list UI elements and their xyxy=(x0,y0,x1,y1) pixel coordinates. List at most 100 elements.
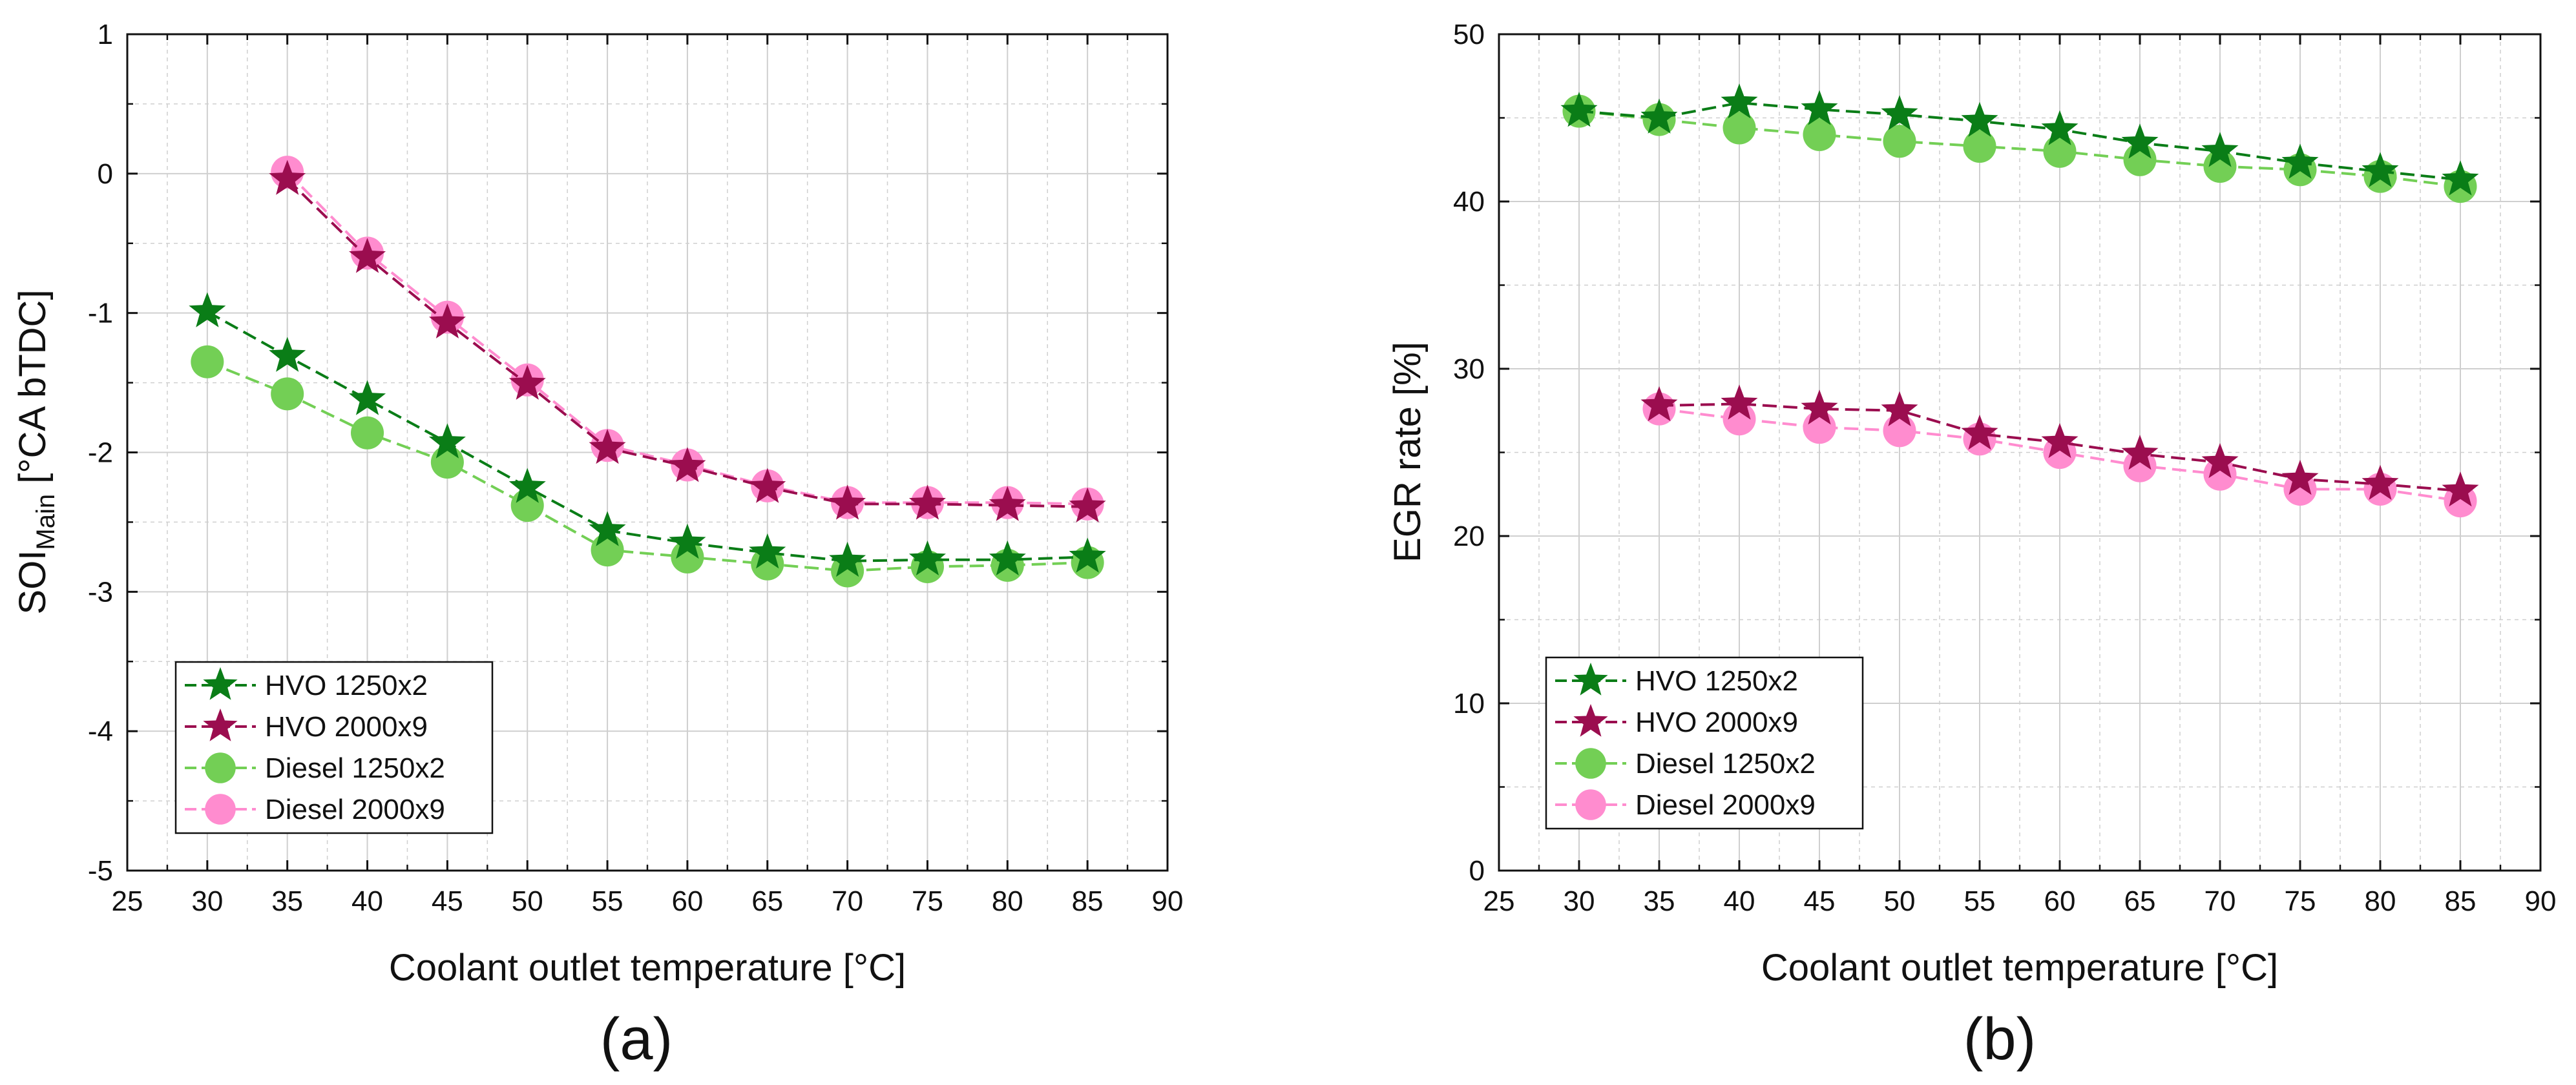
data-point-hvo_2000x9 xyxy=(269,160,306,195)
x-tick-label: 60 xyxy=(2044,885,2076,917)
y-tick-label: 40 xyxy=(1453,186,1485,218)
legend-marker-diesel_2000x9 xyxy=(205,794,236,825)
x-tick-label: 75 xyxy=(2285,885,2316,917)
x-tick-label: 90 xyxy=(2525,885,2557,917)
y-tick-label: -2 xyxy=(88,437,113,469)
data-point-hvo_2000x9 xyxy=(908,484,946,520)
data-point-diesel_2000x9 xyxy=(2203,457,2237,491)
legend-label-hvo_2000x9: HVO 2000x9 xyxy=(265,711,428,743)
data-point-hvo_1250x2 xyxy=(2361,152,2399,187)
y-axis-title-sub-a: Main xyxy=(32,494,60,550)
x-tick-label: 90 xyxy=(1152,885,1184,917)
x-tick-label: 85 xyxy=(2445,885,2477,917)
data-point-hvo_1250x2 xyxy=(2121,123,2159,159)
data-point-diesel_1250x2 xyxy=(351,416,384,450)
x-tick-label: 55 xyxy=(1964,885,1996,917)
data-point-diesel_1250x2 xyxy=(271,377,304,411)
data-point-diesel_1250x2 xyxy=(1723,111,1756,145)
data-point-hvo_1250x2 xyxy=(1801,90,1838,125)
data-point-hvo_1250x2 xyxy=(2442,160,2479,196)
data-point-hvo_1250x2 xyxy=(908,540,946,575)
data-point-hvo_1250x2 xyxy=(1069,537,1106,573)
ticks-a: 25 30 35 40 45 50 55 60 65 70 75 80 85 90 -5 -4 -3 -2 -1 0 1 xyxy=(88,19,1184,917)
data-point-diesel_1250x2 xyxy=(751,547,784,581)
x-tick-label: 75 xyxy=(912,885,943,917)
x-tick-label: 50 xyxy=(1884,885,1916,917)
y-tick-label: 20 xyxy=(1453,521,1485,552)
legend-b: HVO 1250x2 HVO 2000x9 Diesel 1250x2 Diesel … xyxy=(1545,656,1864,830)
data-point-hvo_2000x9 xyxy=(349,238,386,273)
data-point-hvo_1250x2 xyxy=(1721,83,1758,119)
data-point-hvo_2000x9 xyxy=(2041,423,2079,459)
data-point-hvo_1250x2 xyxy=(669,523,706,559)
x-axis-title-b: Coolant outlet temperature [°C] xyxy=(1761,947,2278,989)
legend-marker-hvo_2000x9 xyxy=(203,708,238,741)
x-tick-label: 45 xyxy=(1804,885,1836,917)
x-tick-label: 55 xyxy=(592,885,623,917)
data-point-hvo_1250x2 xyxy=(269,336,306,372)
x-axis-title-a: Coolant outlet temperature [°C] xyxy=(389,947,906,989)
data-point-hvo_1250x2 xyxy=(589,511,626,546)
x-tick-label: 50 xyxy=(512,885,543,917)
data-point-hvo_1250x2 xyxy=(508,468,546,503)
legend-label-diesel_1250x2: Diesel 1250x2 xyxy=(1635,748,1816,780)
data-point-hvo_1250x2 xyxy=(2281,143,2319,179)
y-tick-label: 0 xyxy=(1469,855,1485,887)
series-line-hvo_1250x2 xyxy=(206,310,1088,563)
data-point-hvo_2000x9 xyxy=(749,468,786,503)
data-point-diesel_2000x9 xyxy=(1883,414,1916,448)
y-tick-label: -1 xyxy=(88,298,113,329)
y-axis-title-main-a: SOI xyxy=(12,550,54,615)
data-point-hvo_2000x9 xyxy=(589,429,626,464)
x-tick-label: 35 xyxy=(1644,885,1675,917)
data-point-hvo_2000x9 xyxy=(1721,384,1758,420)
x-tick-label: 65 xyxy=(2124,885,2156,917)
data-point-hvo_1250x2 xyxy=(349,380,386,415)
data-point-hvo_1250x2 xyxy=(989,540,1026,575)
legend-label-hvo_1250x2: HVO 1250x2 xyxy=(265,670,428,701)
data-point-hvo_1250x2 xyxy=(189,292,226,327)
data-point-hvo_2000x9 xyxy=(1801,389,1838,425)
y-tick-label: 30 xyxy=(1453,353,1485,385)
data-point-diesel_1250x2 xyxy=(2043,134,2077,168)
chart-panel-a: 25 30 35 40 45 50 55 60 65 70 75 80 85 90 -5 -4 -3 -2 -1 0 1… xyxy=(12,19,1183,1072)
data-point-hvo_1250x2 xyxy=(829,541,866,577)
data-point-hvo_2000x9 xyxy=(669,447,706,482)
y-tick-label: 0 xyxy=(98,158,113,190)
y-tick-label: -3 xyxy=(88,576,113,608)
y-tick-label: -5 xyxy=(88,855,113,887)
legend-marker-diesel_2000x9 xyxy=(1575,789,1606,820)
data-point-hvo_2000x9 xyxy=(1069,487,1106,522)
data-point-diesel_1250x2 xyxy=(191,345,224,378)
data-point-diesel_1250x2 xyxy=(1963,130,1996,163)
x-tick-label: 85 xyxy=(1072,885,1104,917)
series-layer-b xyxy=(1560,83,2479,518)
x-tick-label: 35 xyxy=(271,885,303,917)
panel-label-b: (b) xyxy=(1963,1006,2036,1072)
data-point-hvo_2000x9 xyxy=(2442,471,2479,507)
legend-a: HVO 1250x2 HVO 2000x9 Diesel 1250x2 Diesel … xyxy=(174,661,494,834)
y-tick-label: 1 xyxy=(98,19,113,50)
x-tick-label: 70 xyxy=(2204,885,2236,917)
data-point-hvo_2000x9 xyxy=(989,486,1026,521)
data-point-hvo_2000x9 xyxy=(1640,386,1678,422)
legend-marker-hvo_1250x2 xyxy=(1573,663,1608,696)
data-point-hvo_2000x9 xyxy=(1961,415,1998,450)
data-point-hvo_2000x9 xyxy=(829,484,866,520)
data-point-hvo_1250x2 xyxy=(1640,98,1678,134)
legend-marker-hvo_1250x2 xyxy=(203,667,238,700)
ticks-b: 25 30 35 40 45 50 55 60 65 70 75 80 85 90 0 10 20 30 40 50 xyxy=(1453,19,2556,917)
x-tick-label: 80 xyxy=(2365,885,2396,917)
x-tick-label: 30 xyxy=(191,885,223,917)
data-point-diesel_1250x2 xyxy=(1803,118,1836,151)
data-point-hvo_1250x2 xyxy=(1961,101,1998,137)
data-point-hvo_2000x9 xyxy=(2281,459,2319,495)
legend-label-diesel_2000x9: Diesel 2000x9 xyxy=(1635,789,1816,821)
panel-label-a: (a) xyxy=(600,1006,673,1072)
legend-label-diesel_2000x9: Diesel 2000x9 xyxy=(265,794,445,825)
legend-marker-diesel_1250x2 xyxy=(1575,748,1606,779)
data-point-hvo_1250x2 xyxy=(2201,132,2239,167)
y-tick-label: 10 xyxy=(1453,688,1485,719)
x-tick-label: 40 xyxy=(1724,885,1755,917)
legend-label-hvo_2000x9: HVO 2000x9 xyxy=(1635,707,1798,738)
